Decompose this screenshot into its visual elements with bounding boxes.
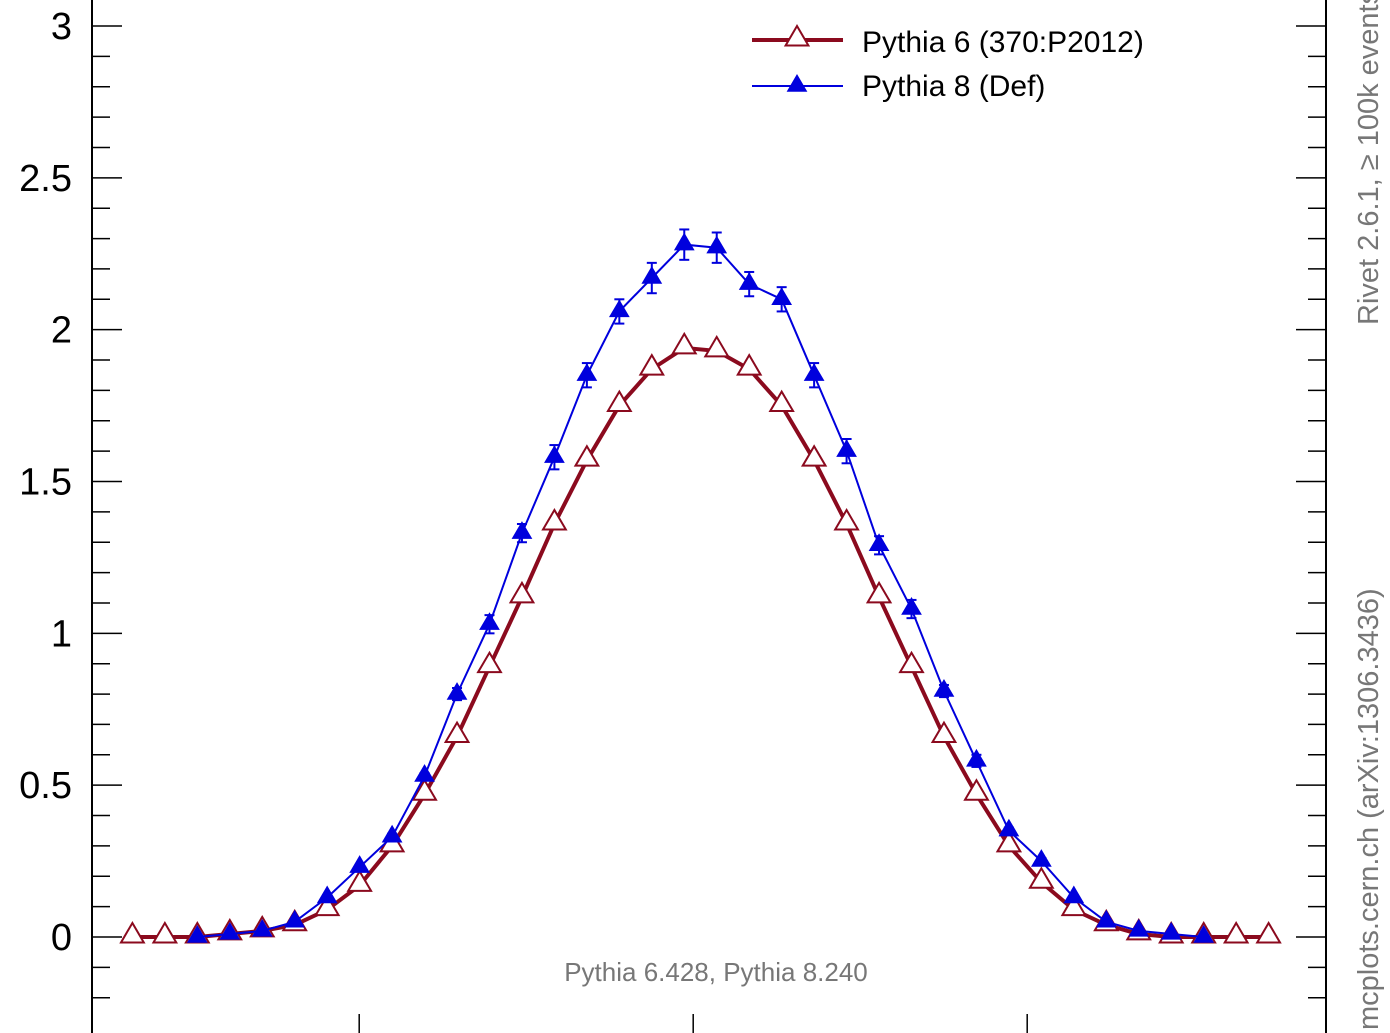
data-point-marker: [671, 331, 698, 355]
data-point-marker: [1063, 885, 1085, 904]
y-tick-label: 0.5: [19, 765, 72, 807]
data-point-marker: [966, 748, 987, 767]
data-point-marker: [1160, 921, 1182, 940]
plot-frame: [91, 0, 1327, 1033]
data-point-marker: [1255, 921, 1282, 944]
data-point-marker: [186, 925, 208, 943]
data-point-marker: [1028, 866, 1055, 889]
data-point-marker: [963, 778, 990, 801]
y-tick-label: 2.5: [19, 158, 72, 200]
data-point-marker: [1030, 849, 1052, 867]
data-point-marker: [673, 232, 695, 251]
generator-annotation: Pythia 6.428, Pythia 8.240: [564, 957, 868, 987]
data-point-marker: [316, 885, 338, 904]
data-point-marker: [411, 778, 438, 801]
legend: Pythia 6 (370:P2012) Pythia 8 (Def): [752, 24, 1144, 103]
data-point-marker: [119, 921, 146, 944]
plot-border: [91, 0, 1327, 1033]
data-point-marker: [251, 918, 273, 937]
data-point-marker: [1222, 921, 1250, 944]
data-point-marker: [641, 266, 663, 284]
y-tick-label: 3: [51, 6, 72, 48]
data-point-marker: [930, 720, 958, 744]
legend-marker-pythia6: [783, 24, 811, 47]
data-point-marker: [576, 363, 598, 381]
data-point-marker: [800, 444, 828, 467]
data-point-marker: [898, 650, 925, 674]
y-tick-label: 0: [51, 917, 72, 959]
data-point-marker: [803, 363, 825, 381]
series-line: [132, 345, 1269, 939]
y-tick-label: 1.5: [19, 462, 72, 504]
data-point-marker: [865, 580, 893, 604]
y-tick-label: 1: [51, 613, 72, 655]
data-point-marker: [995, 829, 1023, 853]
legend-label-pythia8: Pythia 8 (Def): [862, 70, 1045, 103]
data-point-marker: [414, 764, 435, 782]
data-point-marker: [703, 334, 730, 358]
data-point-marker: [573, 444, 601, 467]
data-point-marker: [706, 235, 728, 254]
data-point-marker: [833, 508, 860, 531]
series-line: [197, 243, 1204, 938]
data-point-marker: [771, 287, 793, 305]
mcplots-credit-label: mcplots.cern.ch (arXiv:1306.3436): [1353, 588, 1385, 1030]
data-point-marker: [476, 650, 503, 674]
data-point-marker: [638, 353, 665, 376]
data-point-marker: [738, 272, 760, 290]
axis-ticks: 0 0.5 1 1.5 2 2.5 3: [19, 6, 1326, 1033]
data-point-marker: [511, 521, 533, 539]
data-point-marker: [381, 824, 403, 843]
data-point-marker: [998, 818, 1020, 837]
data-point-marker: [346, 869, 373, 892]
data-point-marker: [1193, 925, 1215, 943]
data-point-marker: [901, 597, 922, 615]
data-point-marker: [836, 439, 857, 457]
data-point-marker: [1095, 909, 1117, 928]
data-point-marker: [443, 720, 471, 744]
data-point-marker: [606, 389, 633, 413]
data-point-marker: [1060, 893, 1087, 917]
data-point-marker: [219, 921, 241, 940]
data-point-marker: [284, 909, 306, 928]
legend-marker-pythia8: [786, 74, 808, 92]
legend-label-pythia6: Pythia 6 (370:P2012): [862, 26, 1144, 59]
series-group: [119, 228, 1282, 944]
data-point-marker: [508, 580, 536, 604]
data-point-marker: [349, 855, 371, 873]
data-point-marker: [736, 353, 763, 376]
data-point-marker: [479, 612, 500, 630]
y-tick-label: 2: [51, 310, 72, 352]
data-point-marker: [151, 921, 179, 944]
data-point-marker: [446, 682, 468, 700]
data-point-marker: [544, 445, 565, 463]
data-point-marker: [1128, 918, 1150, 937]
data-point-marker: [608, 299, 630, 318]
data-point-marker: [868, 533, 890, 551]
data-point-marker: [933, 679, 955, 697]
data-point-marker: [768, 389, 795, 413]
rivet-version-label: Rivet 2.6.1, ≥ 100k events: [1353, 0, 1385, 325]
data-point-marker: [314, 893, 341, 917]
data-point-marker: [541, 508, 568, 531]
